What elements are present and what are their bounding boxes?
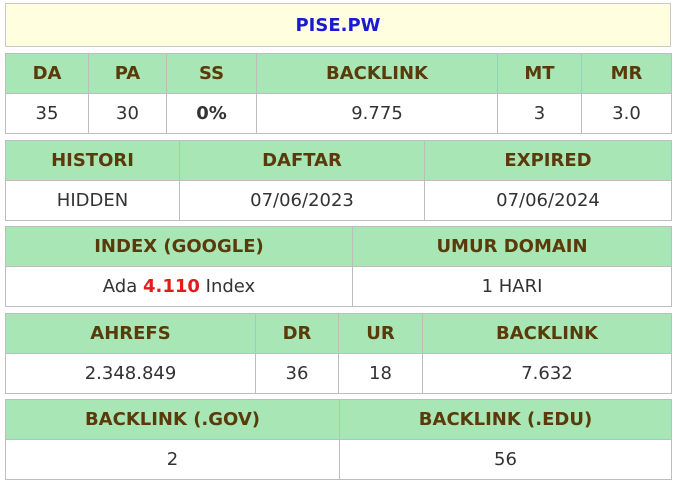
backlink-header: BACKLINK bbox=[256, 53, 498, 94]
daftar-header: DAFTAR bbox=[179, 140, 425, 181]
registration-table: HISTORI DAFTAR EXPIRED HIDDEN 07/06/2023… bbox=[5, 140, 672, 221]
index-age-table: INDEX (GOOGLE) UMUR DOMAIN Ada 4.110 Ind… bbox=[5, 226, 672, 307]
index-google-header: INDEX (GOOGLE) bbox=[5, 226, 353, 267]
backlink-edu-value: 56 bbox=[339, 439, 672, 480]
mt-header: MT bbox=[497, 53, 582, 94]
mt-value: 3 bbox=[497, 93, 582, 134]
backlink-value: 9.775 bbox=[256, 93, 498, 134]
ahrefs-table: AHREFS DR UR BACKLINK 2.348.849 36 18 7.… bbox=[5, 313, 672, 394]
backlink-gov-header: BACKLINK (.GOV) bbox=[5, 399, 340, 440]
ur-value: 18 bbox=[338, 353, 423, 394]
backlink-edu-header: BACKLINK (.EDU) bbox=[339, 399, 672, 440]
domain-title-bar: PISE.PW bbox=[5, 3, 671, 47]
gov-edu-table: BACKLINK (.GOV) BACKLINK (.EDU) 2 56 bbox=[5, 399, 672, 480]
ss-value: 0% bbox=[166, 93, 257, 134]
ur-header: UR bbox=[338, 313, 423, 354]
expired-header: EXPIRED bbox=[424, 140, 672, 181]
daftar-value: 07/06/2023 bbox=[179, 180, 425, 221]
index-count: 4.110 bbox=[142, 276, 200, 297]
umur-domain-header: UMUR DOMAIN bbox=[352, 226, 672, 267]
pa-header: PA bbox=[88, 53, 167, 94]
mr-header: MR bbox=[581, 53, 672, 94]
da-value: 35 bbox=[5, 93, 89, 134]
index-google-value: Ada 4.110 Index bbox=[5, 266, 353, 307]
ahrefs-backlink-value: 7.632 bbox=[422, 353, 672, 394]
domain-title: PISE.PW bbox=[295, 14, 381, 36]
ahrefs-backlink-header: BACKLINK bbox=[422, 313, 672, 354]
ss-header: SS bbox=[166, 53, 257, 94]
histori-value: HIDDEN bbox=[5, 180, 180, 221]
dr-value: 36 bbox=[255, 353, 339, 394]
umur-domain-value: 1 HARI bbox=[352, 266, 672, 307]
pa-value: 30 bbox=[88, 93, 167, 134]
expired-value: 07/06/2024 bbox=[424, 180, 672, 221]
mr-value: 3.0 bbox=[581, 93, 672, 134]
da-header: DA bbox=[5, 53, 89, 94]
backlink-gov-value: 2 bbox=[5, 439, 340, 480]
index-suffix: Index bbox=[205, 276, 256, 297]
histori-header: HISTORI bbox=[5, 140, 180, 181]
index-prefix: Ada bbox=[102, 276, 138, 297]
dr-header: DR bbox=[255, 313, 339, 354]
moz-metrics-table: DA PA SS BACKLINK MT MR 35 30 0% 9.775 3… bbox=[5, 53, 672, 134]
ahrefs-header: AHREFS bbox=[5, 313, 256, 354]
ahrefs-value: 2.348.849 bbox=[5, 353, 256, 394]
